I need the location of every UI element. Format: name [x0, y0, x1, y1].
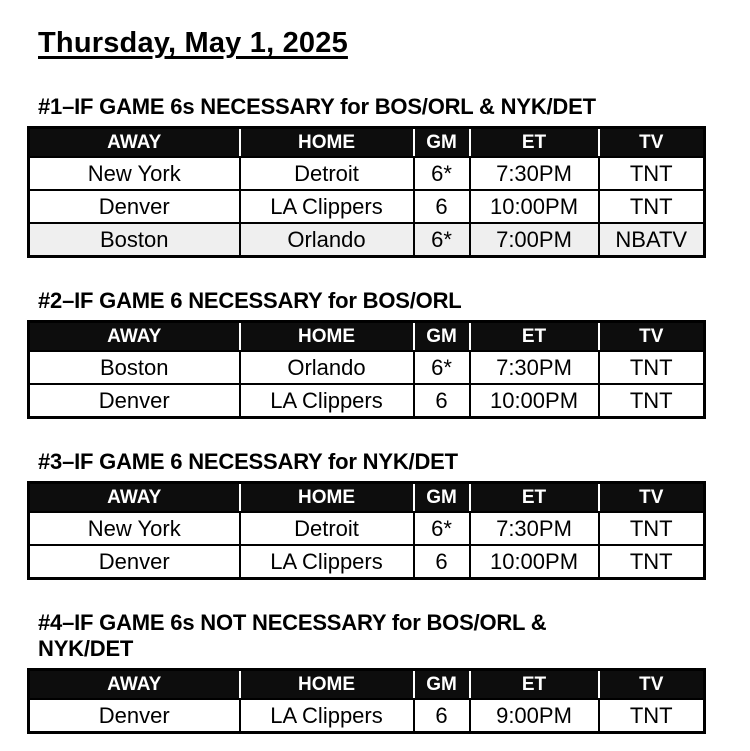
away-cell: Boston — [27, 222, 241, 258]
table-row: Boston Orlando 6* 7:00PM NBATV — [27, 222, 706, 258]
gm-cell: 6* — [412, 222, 471, 258]
et-cell: 7:30PM — [468, 156, 600, 191]
away-cell: New York — [27, 156, 241, 191]
et-cell: 10:00PM — [468, 189, 600, 224]
table-row: Denver LA Clippers 6 9:00PM TNT — [27, 698, 706, 734]
home-cell: LA Clippers — [238, 698, 415, 734]
scenario-1-table: AWAY HOME GM ET TV New York Detroit 6* 7… — [27, 126, 706, 258]
column-header-tv: TV — [598, 321, 705, 352]
column-header-gm: GM — [413, 127, 471, 158]
tv-cell: TNT — [597, 350, 706, 385]
page-title: Thursday, May 1, 2025 — [38, 27, 348, 59]
column-header-away: AWAY — [28, 482, 241, 513]
scenario-section-4: #4–IF GAME 6s NOT NECESSARY for BOS/ORL … — [27, 610, 706, 734]
scenario-section-3: #3–IF GAME 6 NECESSARY for NYK/DET AWAY … — [27, 449, 706, 580]
gm-cell: 6 — [412, 383, 471, 419]
scenario-section-2: #2–IF GAME 6 NECESSARY for BOS/ORL AWAY … — [27, 288, 706, 419]
scenario-3-table: AWAY HOME GM ET TV New York Detroit 6* 7… — [27, 481, 706, 580]
tv-cell: TNT — [597, 511, 706, 546]
away-cell: Boston — [27, 350, 241, 385]
away-cell: Denver — [27, 383, 241, 419]
gm-cell: 6 — [412, 189, 471, 224]
tv-cell: TNT — [597, 698, 706, 734]
header-row: AWAY HOME GM ET TV — [28, 321, 705, 352]
column-header-away: AWAY — [28, 321, 241, 352]
scenario-1-heading: #1–IF GAME 6s NECESSARY for BOS/ORL & NY… — [38, 94, 596, 119]
tv-cell: TNT — [597, 383, 706, 419]
column-header-away: AWAY — [28, 669, 241, 700]
tv-cell: NBATV — [597, 222, 706, 258]
et-cell: 7:30PM — [468, 350, 600, 385]
table-row: Denver LA Clippers 6 10:00PM TNT — [27, 544, 706, 580]
scenario-4-table: AWAY HOME GM ET TV Denver LA Clippers 6 … — [27, 668, 706, 734]
et-cell: 10:00PM — [468, 544, 600, 580]
header-row: AWAY HOME GM ET TV — [28, 482, 705, 513]
away-cell: Denver — [27, 189, 241, 224]
column-header-et: ET — [469, 321, 600, 352]
scenario-3-heading: #3–IF GAME 6 NECESSARY for NYK/DET — [38, 449, 458, 474]
scenario-section-1: #1–IF GAME 6s NECESSARY for BOS/ORL & NY… — [27, 94, 706, 258]
home-cell: LA Clippers — [238, 544, 415, 580]
column-header-et: ET — [469, 669, 600, 700]
column-header-tv: TV — [598, 669, 705, 700]
et-cell: 7:30PM — [468, 511, 600, 546]
et-cell: 7:00PM — [468, 222, 600, 258]
column-header-home: HOME — [239, 669, 415, 700]
column-header-home: HOME — [239, 127, 415, 158]
tv-cell: TNT — [597, 544, 706, 580]
gm-cell: 6* — [412, 350, 471, 385]
away-cell: New York — [27, 511, 241, 546]
column-header-gm: GM — [413, 482, 471, 513]
home-cell: Detroit — [238, 511, 415, 546]
table-row: New York Detroit 6* 7:30PM TNT — [27, 511, 706, 546]
tv-cell: TNT — [597, 156, 706, 191]
gm-cell: 6* — [412, 156, 471, 191]
et-cell: 9:00PM — [468, 698, 600, 734]
away-cell: Denver — [27, 698, 241, 734]
table-row: Denver LA Clippers 6 10:00PM TNT — [27, 189, 706, 224]
scenario-2-heading: #2–IF GAME 6 NECESSARY for BOS/ORL — [38, 288, 462, 313]
column-header-home: HOME — [239, 482, 415, 513]
column-header-away: AWAY — [28, 127, 241, 158]
home-cell: Orlando — [238, 350, 415, 385]
home-cell: Orlando — [238, 222, 415, 258]
table-row: New York Detroit 6* 7:30PM TNT — [27, 156, 706, 191]
gm-cell: 6 — [412, 698, 471, 734]
column-header-tv: TV — [598, 127, 705, 158]
tv-cell: TNT — [597, 189, 706, 224]
home-cell: Detroit — [238, 156, 415, 191]
table-row: Boston Orlando 6* 7:30PM TNT — [27, 350, 706, 385]
column-header-et: ET — [469, 127, 600, 158]
scenario-2-table: AWAY HOME GM ET TV Boston Orlando 6* 7:3… — [27, 320, 706, 419]
gm-cell: 6 — [412, 544, 471, 580]
home-cell: LA Clippers — [238, 383, 415, 419]
column-header-et: ET — [469, 482, 600, 513]
scenario-4-heading: #4–IF GAME 6s NOT NECESSARY for BOS/ORL … — [38, 610, 547, 661]
column-header-tv: TV — [598, 482, 705, 513]
et-cell: 10:00PM — [468, 383, 600, 419]
header-row: AWAY HOME GM ET TV — [28, 669, 705, 700]
column-header-gm: GM — [413, 669, 471, 700]
header-row: AWAY HOME GM ET TV — [28, 127, 705, 158]
home-cell: LA Clippers — [238, 189, 415, 224]
gm-cell: 6* — [412, 511, 471, 546]
table-row: Denver LA Clippers 6 10:00PM TNT — [27, 383, 706, 419]
away-cell: Denver — [27, 544, 241, 580]
column-header-gm: GM — [413, 321, 471, 352]
column-header-home: HOME — [239, 321, 415, 352]
